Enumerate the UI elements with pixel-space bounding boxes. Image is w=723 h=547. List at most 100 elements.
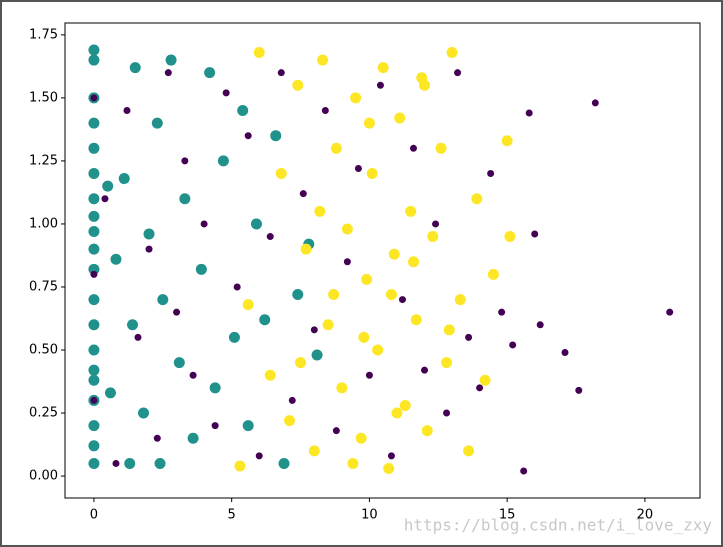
point — [88, 344, 100, 356]
point — [372, 344, 384, 356]
point — [343, 258, 351, 266]
point — [129, 62, 141, 74]
point — [275, 168, 287, 180]
point — [88, 168, 100, 180]
point — [476, 384, 484, 392]
point — [405, 205, 417, 217]
point — [284, 415, 296, 427]
point — [435, 142, 447, 154]
point — [479, 374, 491, 386]
point — [358, 331, 370, 343]
y-tick-label: 0.50 — [29, 343, 58, 358]
point — [399, 399, 411, 411]
point — [200, 220, 208, 228]
point — [441, 357, 453, 369]
point — [90, 94, 98, 102]
point — [88, 243, 100, 255]
point — [525, 109, 533, 117]
point — [266, 233, 274, 241]
point — [88, 54, 100, 66]
point — [531, 230, 539, 238]
point — [204, 67, 216, 79]
y-tick-label: 0.75 — [29, 279, 58, 294]
point — [443, 324, 455, 336]
point — [165, 54, 177, 66]
point — [90, 270, 98, 278]
point — [102, 180, 114, 192]
point — [388, 248, 400, 260]
point — [354, 164, 362, 172]
point — [154, 457, 166, 469]
point — [277, 69, 285, 77]
point — [88, 457, 100, 469]
point — [383, 463, 395, 475]
y-tick-label: 0.00 — [29, 469, 58, 484]
point — [264, 369, 276, 381]
point — [463, 445, 475, 457]
point — [561, 349, 569, 357]
y-tick-label: 1.50 — [29, 90, 58, 105]
point — [88, 440, 100, 452]
point — [242, 299, 254, 311]
point — [110, 253, 122, 265]
point — [88, 294, 100, 306]
point — [520, 467, 528, 475]
point — [292, 79, 304, 91]
point — [124, 457, 136, 469]
point — [330, 142, 342, 154]
point — [350, 92, 362, 104]
point — [314, 205, 326, 217]
point — [234, 460, 246, 472]
point — [308, 445, 320, 457]
point — [363, 117, 375, 129]
point — [88, 142, 100, 154]
point — [394, 112, 406, 124]
point — [427, 231, 439, 243]
point — [138, 407, 150, 419]
point — [259, 314, 271, 326]
point — [126, 319, 138, 331]
point — [398, 296, 406, 304]
point — [88, 210, 100, 222]
point — [157, 294, 169, 306]
point — [454, 294, 466, 306]
y-tick-label: 0.25 — [29, 406, 58, 421]
point — [377, 62, 389, 74]
point — [253, 46, 265, 58]
point — [365, 371, 373, 379]
point — [88, 117, 100, 129]
point — [187, 432, 199, 444]
point — [250, 218, 262, 230]
point — [536, 321, 544, 329]
y-tick-label: 1.25 — [29, 153, 58, 168]
point — [366, 168, 378, 180]
point — [332, 427, 340, 435]
point — [278, 457, 290, 469]
point — [244, 132, 252, 140]
point — [209, 382, 221, 394]
point — [591, 99, 599, 107]
point — [443, 409, 451, 417]
point — [407, 256, 419, 268]
point — [310, 326, 318, 334]
point — [88, 226, 100, 238]
watermark: https://blog.csdn.net/i_love_zxy — [404, 516, 713, 535]
point — [498, 308, 506, 316]
point — [222, 89, 230, 97]
point — [376, 81, 384, 89]
point — [173, 308, 181, 316]
point — [88, 374, 100, 386]
point — [237, 104, 249, 116]
point — [112, 459, 120, 467]
point — [88, 263, 100, 275]
point — [233, 283, 241, 291]
x-tick-label: 15 — [499, 508, 516, 523]
point — [487, 268, 499, 280]
point — [295, 357, 307, 369]
point — [509, 341, 517, 349]
point — [104, 387, 116, 399]
point — [322, 319, 334, 331]
point — [299, 190, 307, 198]
